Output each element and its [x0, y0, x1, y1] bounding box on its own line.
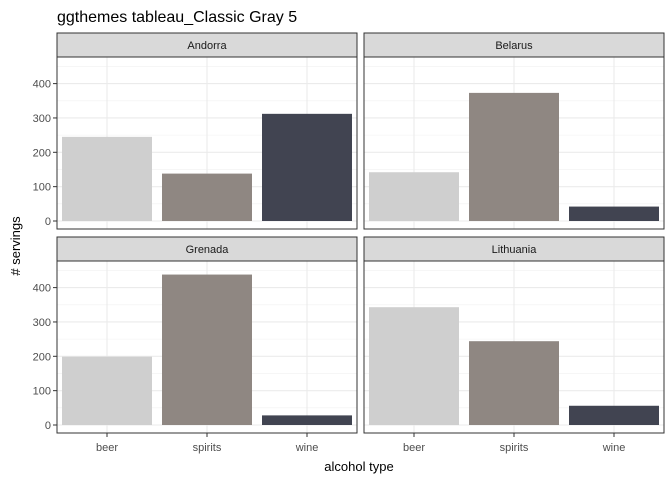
strip-lithuania	[363, 236, 665, 262]
strip-grenada	[56, 236, 358, 262]
bar-lithuania-wine	[569, 405, 659, 425]
strip-label-belarus: Belarus	[495, 40, 533, 52]
x-tick-label-spirits: spirits	[500, 442, 529, 454]
bar-andorra-beer	[62, 136, 152, 221]
panel-andorra	[56, 56, 358, 230]
facet-grenada: Grenada	[56, 236, 358, 434]
x-axis: beer spirits wine beer spirits wine	[96, 433, 625, 454]
bar-lithuania-spirits	[469, 341, 559, 425]
strip-label-lithuania: Lithuania	[492, 244, 538, 256]
bar-andorra-spirits	[162, 173, 252, 221]
y-tick-label: 400	[33, 79, 51, 91]
bar-grenada-spirits	[162, 274, 252, 425]
y-tick-label: 0	[45, 216, 51, 228]
y-axis: 0 100 200 300 400 0 100 200 300 400	[33, 79, 57, 432]
facet-andorra: Andorra	[56, 32, 358, 230]
y-tick-label: 400	[33, 283, 51, 295]
bar-lithuania-beer	[369, 307, 459, 425]
panel-lithuania	[363, 260, 665, 434]
x-axis-title: alcohol type	[324, 459, 393, 474]
y-axis-title: # servings	[8, 216, 23, 276]
bar-belarus-spirits	[469, 92, 559, 222]
bar-belarus-beer	[369, 172, 459, 221]
x-tick-label-spirits: spirits	[193, 442, 222, 454]
panel-belarus	[363, 56, 665, 230]
y-tick-label: 200	[33, 147, 51, 159]
chart-title: ggthemes tableau_Classic Gray 5	[57, 9, 297, 26]
y-tick-label: 300	[33, 113, 51, 125]
facet-belarus: Belarus	[363, 32, 665, 230]
facet-lithuania: Lithuania	[363, 236, 665, 434]
y-tick-label: 200	[33, 351, 51, 363]
panel-border	[56, 56, 358, 230]
panel-border	[363, 56, 665, 230]
y-tick-label: 0	[45, 420, 51, 432]
strip-label-andorra: Andorra	[187, 40, 227, 52]
strip-belarus	[363, 32, 665, 58]
y-tick-label: 300	[33, 317, 51, 329]
bar-grenada-wine	[262, 415, 352, 425]
bar-andorra-wine	[262, 113, 352, 221]
strip-andorra	[56, 32, 358, 58]
strip-label-grenada: Grenada	[186, 244, 230, 256]
bar-grenada-beer	[62, 356, 152, 425]
x-tick-label-beer: beer	[96, 442, 118, 454]
panel-grenada	[56, 260, 358, 434]
y-tick-label: 100	[33, 182, 51, 194]
x-tick-label-beer: beer	[403, 442, 425, 454]
x-tick-label-wine: wine	[295, 442, 319, 454]
x-tick-label-wine: wine	[602, 442, 626, 454]
bar-belarus-wine	[569, 206, 659, 221]
y-tick-label: 100	[33, 386, 51, 398]
